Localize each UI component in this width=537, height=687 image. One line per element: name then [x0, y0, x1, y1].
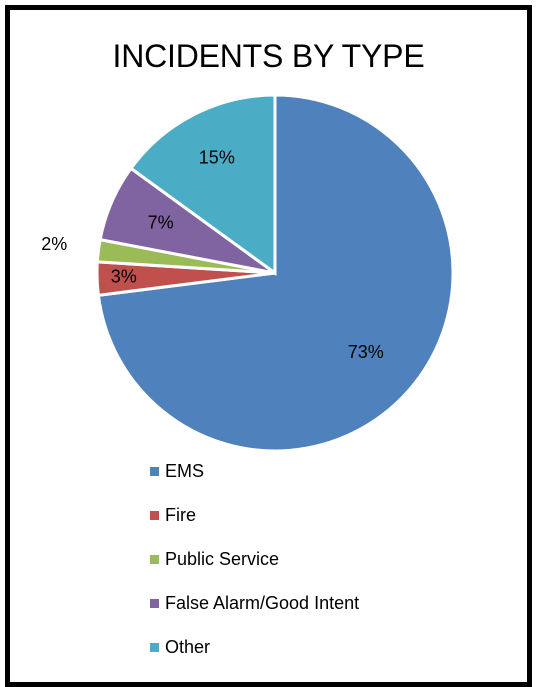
legend-item-other: Other — [150, 636, 210, 658]
pie-slice-other — [128, 93, 277, 276]
legend-item-public-service: Public Service — [150, 548, 279, 570]
legend-swatch — [150, 642, 159, 652]
legend-label: EMS — [165, 461, 205, 481]
legend-label: False Alarm/Good Intent — [165, 593, 360, 613]
legend-label: Public Service — [165, 549, 280, 569]
legend-swatch — [150, 598, 159, 608]
data-label-false-alarm-good-intent: 7% — [148, 212, 174, 232]
data-label-fire: 3% — [111, 267, 137, 287]
legend-item-ems: EMS — [150, 460, 204, 482]
legend-swatch — [150, 510, 159, 520]
pie-chart: 73% 3% 2% 7% 15% — [41, 93, 455, 453]
chart-container: INCIDENTS BY TYPE 73% 3% 2% 7% 15% EMS Fire Pu… — [5, 5, 532, 687]
legend-item-fire: Fire — [150, 504, 196, 526]
legend-swatch — [150, 466, 159, 476]
legend-label: Fire — [165, 505, 196, 525]
data-label-public-service: 2% — [41, 234, 67, 254]
data-label-other: 15% — [199, 148, 235, 168]
data-label-ems: 73% — [348, 342, 384, 362]
legend-label: Other — [165, 637, 211, 657]
legend-item-false-alarm-good-intent: False Alarm/Good Intent — [150, 592, 359, 614]
legend-swatch — [150, 554, 159, 564]
chart-title: INCIDENTS BY TYPE — [112, 38, 425, 74]
